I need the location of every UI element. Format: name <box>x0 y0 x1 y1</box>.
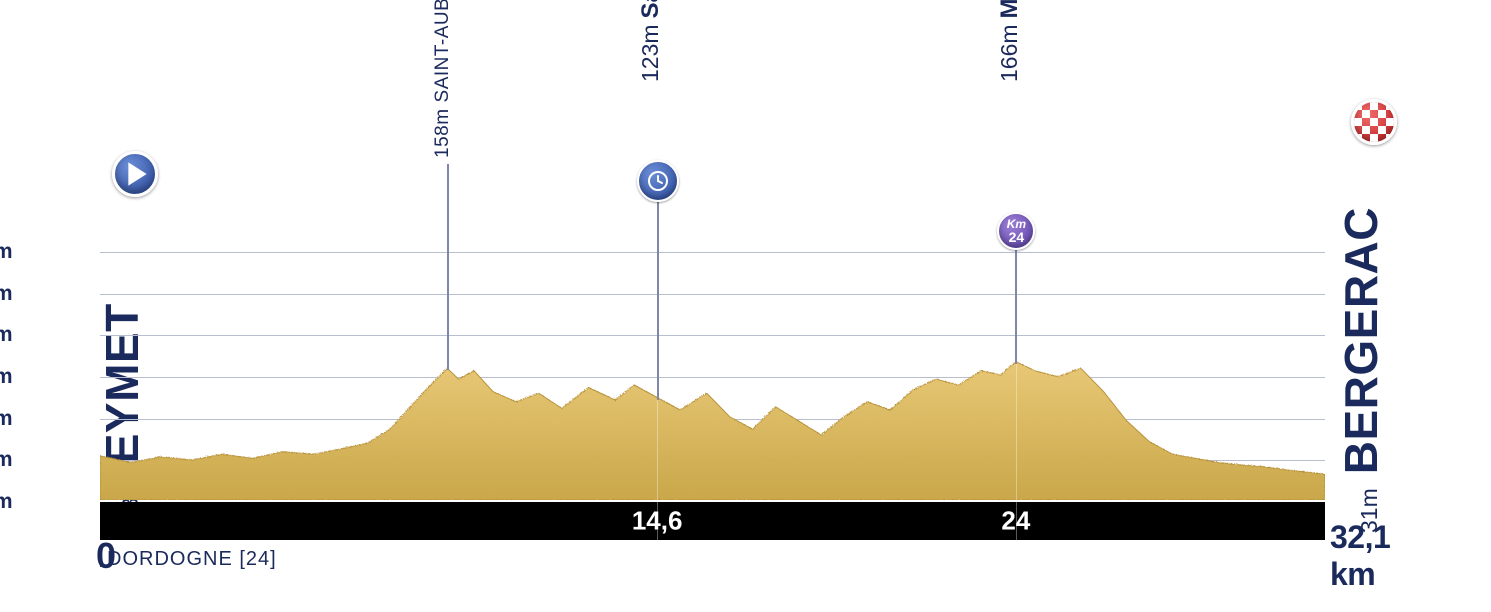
elevation-fill <box>100 0 1325 500</box>
callout-label: 166mMonbazillac <box>996 0 1024 82</box>
km-tick-line <box>1016 364 1017 540</box>
finish-name: BERGERAC <box>1335 207 1387 474</box>
region-label: DORDOGNE [24] <box>100 548 277 571</box>
y-tick-label: 100m <box>0 407 12 431</box>
km-end-label: 32,1 km <box>1330 537 1390 575</box>
y-tick-label: 300m <box>0 240 12 264</box>
finish-altitude: 31m <box>1356 488 1382 533</box>
y-tick-label: 50m <box>0 448 12 472</box>
sprint-clock-icon <box>637 160 679 202</box>
y-tick-label: 200m <box>0 323 12 347</box>
callout-line <box>657 202 659 400</box>
callout: 158mSAINT-AUBIN-DE-CADELECH <box>447 0 448 502</box>
y-tick-label: 150m <box>0 365 12 389</box>
km-tick-line <box>657 400 658 541</box>
y-tick-label: 0m <box>0 490 12 514</box>
elevation-profile-chart: 53mEYMET 0m50m100m150m200m250m300m 158mS… <box>100 0 1390 575</box>
callout-label: 158mSAINT-AUBIN-DE-CADELECH <box>427 0 455 158</box>
plot-area: 0m50m100m150m200m250m300m 158mSAINT-AUBI… <box>100 0 1325 540</box>
km-marker-icon: Km24 <box>997 212 1035 250</box>
finish-icon <box>1351 99 1397 145</box>
callout-line <box>1015 250 1017 364</box>
callout-line <box>447 164 449 370</box>
km-bar: 14,624 <box>100 502 1325 540</box>
callout-label: 123mSadillac <box>637 0 665 82</box>
y-tick-label: 250m <box>0 282 12 306</box>
